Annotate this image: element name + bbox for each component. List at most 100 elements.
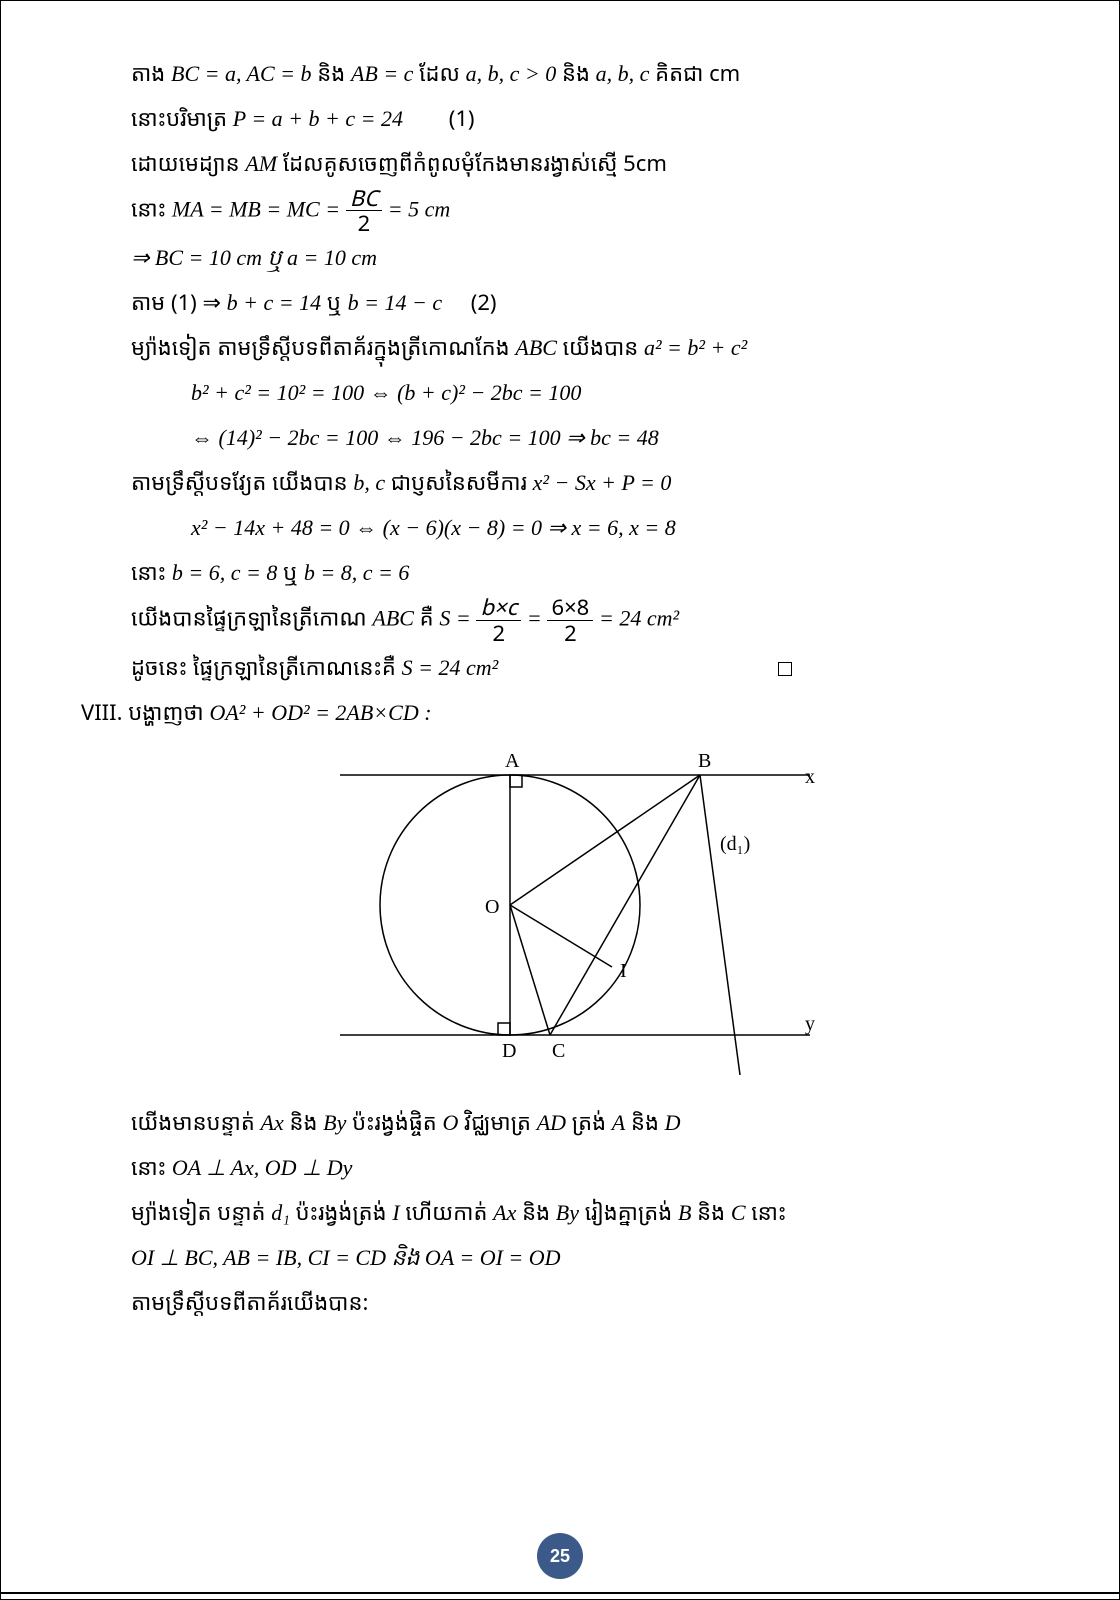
math: ABC — [372, 606, 414, 631]
text: គិតជា cm — [655, 58, 740, 88]
math: a, b, c > 0 — [466, 61, 557, 86]
text: តាមទ្រឹស្តីបទវ្យែត យើងបាន — [131, 467, 353, 497]
text: នោះ — [131, 1152, 172, 1182]
line-14: ដូចនេះ ផ្ទៃក្រឡានៃត្រីកោណនេះគឺ S = 24 cm… — [131, 645, 989, 690]
text: VIII. បង្ហាញថា — [81, 697, 209, 727]
math: Ax — [493, 1200, 516, 1225]
text: យើងបានផ្ទៃក្រឡានៃត្រីកោណ — [131, 603, 372, 633]
text: ប៉ះរង្វង់ផ្ចិត — [352, 1107, 442, 1137]
math: b + c = 14 — [227, 290, 321, 315]
text: ម្យ៉ាងទៀត បន្ទាត់ — [131, 1197, 271, 1227]
text: នោះ — [751, 1197, 786, 1227]
line-18: ម្យ៉ាងទៀត បន្ទាត់ d₁ ប៉ះរង្វង់ត្រង់ I ហើ… — [131, 1190, 989, 1235]
text: តាង — [131, 58, 171, 88]
math: OA ⊥ Ax, OD ⊥ Dy — [172, 1155, 353, 1180]
text: និង — [522, 1197, 556, 1227]
text: និង — [631, 1107, 665, 1137]
fraction: BC 2 — [346, 186, 382, 235]
denominator: 2 — [346, 211, 382, 235]
line-2: នោះបរិមាត្រ P = a + b + c = 24 (1) — [131, 96, 989, 141]
math: AD — [537, 1110, 566, 1135]
label-I: I — [620, 960, 627, 982]
label-d1: (d₁) — [720, 833, 750, 855]
math: = — [527, 606, 542, 631]
line-8: b² + c² = 10² = 100 ⇔ (b + c)² − 2bc = 1… — [131, 370, 989, 415]
circle-diagram-svg: A B x O I D C y (d₁) — [280, 745, 840, 1075]
line-3: ដោយមេដ្យាន AM ដែលគូសចេញពីកំពូលមុំកែងមានរ… — [131, 141, 989, 186]
text: ត្រង់ — [572, 1107, 612, 1137]
math: b = 8, c = 6 — [304, 560, 409, 585]
math: OI ⊥ BC, AB = IB, CI = CD និង OA = OI = … — [131, 1245, 561, 1270]
line-9: ⇔ (14)² − 2bc = 100 ⇔ 196 − 2bc = 100 ⇒ … — [131, 415, 989, 460]
math: MA = MB = MC = — [172, 197, 340, 222]
math: ABC — [515, 335, 557, 360]
text: ឬ — [283, 557, 304, 587]
qed-mark — [778, 662, 792, 676]
line-17: នោះ OA ⊥ Ax, OD ⊥ Dy — [131, 1145, 989, 1190]
line-16: យើងមានបន្ទាត់ Ax និង By ប៉ះរង្វង់ផ្ចិត O… — [131, 1100, 989, 1145]
text: ប៉ះរង្វង់ត្រង់ — [296, 1197, 393, 1227]
math: O — [443, 1110, 459, 1135]
label-D: D — [502, 1040, 516, 1062]
line-13: យើងបានផ្ទៃក្រឡានៃត្រីកោណ ABC គឺ S = b×c … — [131, 595, 989, 644]
line-5: ⇒ BC = 10 cm ឬ a = 10 cm — [131, 235, 989, 280]
label-C: C — [552, 1040, 565, 1062]
math: B — [678, 1200, 691, 1225]
math: b, c — [353, 470, 385, 495]
line-4: នោះ MA = MB = MC = BC 2 = 5 cm — [131, 186, 989, 235]
text: ម្យ៉ាងទៀត តាមទ្រឹស្តីបទពីតាគ័រក្នុងត្រីក… — [131, 332, 515, 362]
math: OA² + OD² = 2AB×CD : — [209, 700, 431, 725]
line-7: ម្យ៉ាងទៀត តាមទ្រឹស្តីបទពីតាគ័រក្នុងត្រីក… — [131, 325, 989, 370]
line-1: តាង BC = a, AC = b និង AB = c ដែល a, b, … — [131, 51, 989, 96]
line-15: VIII. បង្ហាញថា OA² + OD² = 2AB×CD : — [81, 690, 989, 735]
math: x² − Sx + P = 0 — [533, 470, 672, 495]
label-A: A — [505, 750, 520, 772]
text: ដែល — [419, 58, 465, 88]
footer-rule — [1, 1592, 1119, 1594]
math: By — [556, 1200, 579, 1225]
math: S = — [439, 606, 470, 631]
line-20: តាមទ្រឹស្តីបទពីតាគ័រយើងបាន: — [131, 1280, 989, 1324]
text: និង — [697, 1197, 731, 1227]
math: S = 24 cm² — [402, 655, 499, 680]
math: BC = a, AC = b — [171, 61, 312, 86]
line-10: តាមទ្រឹស្តីបទវ្យែត យើងបាន b, c ជាប្ញសនៃស… — [131, 460, 989, 505]
text: តាមទ្រឹស្តីបទពីតាគ័រយើងបាន: — [131, 1287, 368, 1317]
math: P = a + b + c = 24 — [233, 106, 403, 131]
text: នោះ — [131, 557, 172, 587]
text: រៀងគ្នាត្រង់ — [585, 1197, 678, 1227]
line-19: OI ⊥ BC, AB = IB, CI = CD និង OA = OI = … — [131, 1235, 989, 1280]
page: តាង BC = a, AC = b និង AB = c ដែល a, b, … — [0, 0, 1120, 1600]
text: នោះ — [131, 194, 172, 224]
text: និង — [317, 58, 351, 88]
text: ជាប្ញសនៃសមីការ — [391, 467, 533, 497]
page-number: 25 — [550, 1546, 570, 1567]
eqnum: (2) — [471, 287, 497, 317]
math: AM — [245, 151, 277, 176]
math: ⇔ (14)² − 2bc = 100 ⇔ 196 − 2bc = 100 ⇒ … — [191, 425, 659, 450]
math: x² − 14x + 48 = 0 ⇔ (x − 6)(x − 8) = 0 ⇒… — [191, 515, 676, 540]
text: ឬ — [327, 287, 348, 317]
denominator: 2 — [476, 621, 521, 645]
text: និង — [289, 1107, 323, 1137]
math: By — [323, 1110, 346, 1135]
label-x: x — [805, 766, 815, 788]
text: យើងមានបន្ទាត់ — [131, 1107, 261, 1137]
text: និង — [562, 58, 596, 88]
line-6: តាម (1) ⇒ b + c = 14 ឬ b = 14 − c (2) — [131, 280, 989, 325]
numerator: b×c — [476, 595, 521, 620]
math: Ax — [261, 1110, 284, 1135]
denominator: 2 — [547, 621, 593, 645]
fraction: b×c 2 — [476, 595, 521, 644]
text: តាម (1) ⇒ — [131, 287, 227, 317]
math: AB = c — [351, 61, 414, 86]
math: a, b, c — [596, 61, 650, 86]
line-11: x² − 14x + 48 = 0 ⇔ (x − 6)(x − 8) = 0 ⇒… — [131, 505, 989, 550]
math: d₁ — [271, 1200, 290, 1225]
text: ដូចនេះ ផ្ទៃក្រឡានៃត្រីកោណនេះគឺ — [131, 652, 402, 682]
text: គឺ — [420, 603, 440, 633]
math: ⇒ BC = 10 cm ឬ a = 10 cm — [131, 245, 377, 270]
math: C — [731, 1200, 746, 1225]
text: ហើយកាត់ — [405, 1197, 493, 1227]
label-O: O — [485, 896, 499, 918]
